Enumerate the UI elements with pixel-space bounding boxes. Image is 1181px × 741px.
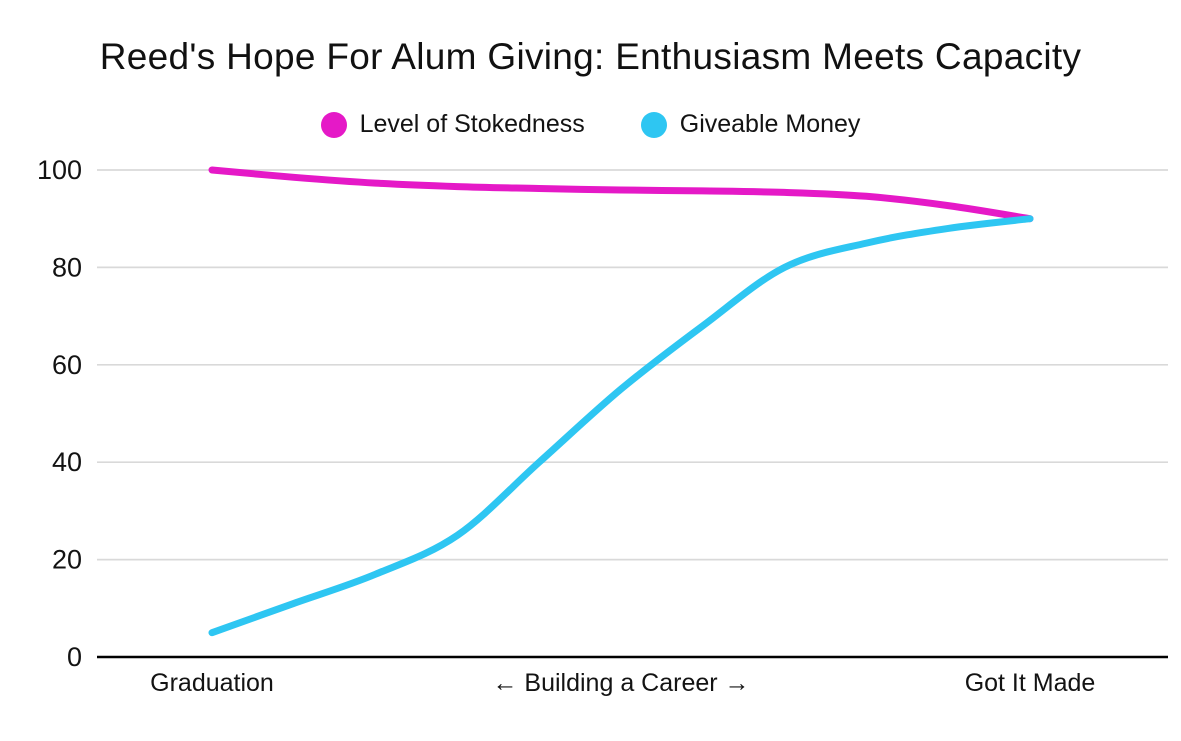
legend-marker-stokedness-icon	[320, 111, 347, 138]
y-tick-label: 40	[52, 447, 82, 477]
y-tick-label: 20	[52, 545, 82, 575]
legend-item-giveable-money: Giveable Money	[640, 110, 861, 139]
legend-item-stokedness: Level of Stokedness	[320, 110, 585, 139]
x-tick-label: Got It Made	[965, 669, 1096, 697]
series-line-1	[208, 215, 1034, 637]
y-tick-label: 80	[52, 252, 82, 282]
x-tick-label: Graduation	[150, 669, 274, 697]
x-tick-label: ← Building a Career →	[492, 669, 749, 697]
y-tick-label: 60	[52, 350, 82, 380]
y-tick-label: 0	[67, 642, 82, 672]
y-tick-label: 100	[37, 155, 82, 185]
legend-marker-giveable-money-icon	[640, 111, 667, 138]
series-line-0	[208, 166, 1034, 223]
legend-label-giveable-money: Giveable Money	[679, 110, 861, 138]
chart-legend: Level of Stokedness Giveable Money	[0, 110, 1181, 139]
legend-label-stokedness: Level of Stokedness	[359, 110, 585, 138]
chart-title: Reed's Hope For Alum Giving: Enthusiasm …	[99, 36, 1082, 77]
